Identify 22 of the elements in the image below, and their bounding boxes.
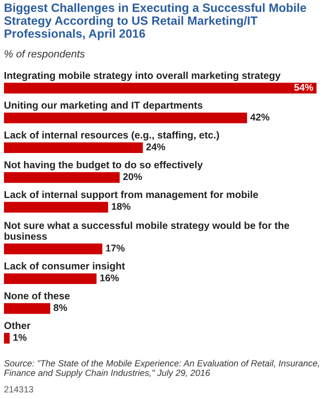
data-label: 18% [112, 202, 130, 210]
data-label: 20% [123, 173, 142, 180]
y-tick-label: Uniting our marketing and IT departments [4, 101, 202, 111]
data-label: 17% [106, 244, 125, 252]
data-label: 8% [54, 304, 68, 312]
y-tick-label: Not sure what a successful mobile strategy would be for the business [4, 222, 290, 240]
y-tick-label: Lack of consumer insight [4, 262, 125, 272]
chart-subtitle: % of respondents [4, 50, 85, 60]
y-tick-label: Lack of internal support from management for mobile [4, 190, 258, 200]
y-tick-label: Lack of internal resources (e.g., staffing, etc.) [4, 131, 219, 141]
data-label: 1% [13, 334, 27, 341]
y-tick-label: None of these [4, 292, 70, 300]
data-label: 16% [100, 274, 119, 282]
y-tick-label: Not having the budget to do so effectively [4, 160, 203, 170]
y-tick-label: Integrating mobile strategy into overall marketing strategy [4, 72, 281, 82]
data-label: 24% [146, 143, 166, 150]
source-note: Source: "The State of the Mobile Experience: An Evaluation of Retail, Insurance, Finance and Supply Chain Industries," July 29, 2016 [4, 360, 319, 378]
data-label: 54% [294, 84, 314, 91]
y-tick-label: Other [4, 322, 30, 330]
data-label: 42% [250, 114, 270, 121]
text: 214313 [4, 386, 34, 392]
chart-title: Biggest Challenges in Executing a Successful Mobile Strategy According to US Retail Marketing/IT Professionals, April 2016 [4, 3, 306, 40]
